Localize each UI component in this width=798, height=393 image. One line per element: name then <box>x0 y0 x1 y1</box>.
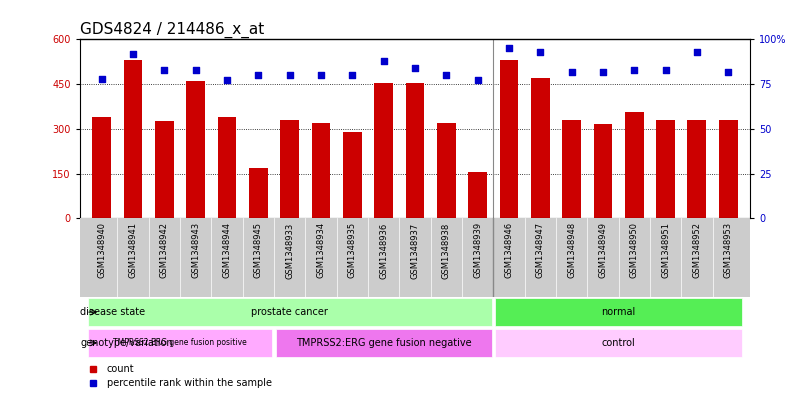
Bar <box>531 78 550 219</box>
Bar <box>186 81 205 219</box>
Text: GSM1348948: GSM1348948 <box>567 222 576 278</box>
Point <box>565 68 578 75</box>
Point <box>503 45 516 51</box>
Point <box>690 49 703 55</box>
Text: GSM1348947: GSM1348947 <box>535 222 545 278</box>
Text: control: control <box>602 338 635 348</box>
Bar <box>495 298 742 326</box>
Bar <box>594 124 612 219</box>
Bar <box>437 123 456 219</box>
Text: GSM1348942: GSM1348942 <box>160 222 169 278</box>
Point <box>95 75 108 82</box>
Point <box>346 72 358 78</box>
Bar <box>468 172 487 219</box>
Text: GSM1348939: GSM1348939 <box>473 222 482 278</box>
Bar <box>249 168 268 219</box>
Text: GDS4824 / 214486_x_at: GDS4824 / 214486_x_at <box>80 22 264 38</box>
Bar <box>88 298 492 326</box>
Text: GSM1348934: GSM1348934 <box>317 222 326 278</box>
Point <box>534 49 547 55</box>
Text: GSM1348950: GSM1348950 <box>630 222 638 278</box>
Bar <box>93 117 111 219</box>
Text: GSM1348937: GSM1348937 <box>410 222 420 279</box>
Text: GSM1348943: GSM1348943 <box>192 222 200 278</box>
Text: GSM1348946: GSM1348946 <box>504 222 513 278</box>
Text: disease state: disease state <box>81 307 145 317</box>
Point <box>659 66 672 73</box>
Point <box>597 68 610 75</box>
Text: GSM1348933: GSM1348933 <box>285 222 294 279</box>
Bar <box>374 83 393 219</box>
Point <box>628 66 641 73</box>
Point <box>283 72 296 78</box>
Text: GSM1348949: GSM1348949 <box>598 222 607 278</box>
Bar <box>719 120 737 219</box>
Bar <box>88 329 272 357</box>
Point <box>472 77 484 84</box>
Text: count: count <box>107 364 134 374</box>
Point <box>377 58 390 64</box>
Text: GSM1348945: GSM1348945 <box>254 222 263 278</box>
Text: GSM1348944: GSM1348944 <box>223 222 231 278</box>
Text: TMPRSS2:ERG gene fusion positive: TMPRSS2:ERG gene fusion positive <box>113 338 247 347</box>
Bar <box>124 60 143 219</box>
Point <box>722 68 735 75</box>
Bar <box>656 120 675 219</box>
Bar <box>218 117 236 219</box>
Text: GSM1348938: GSM1348938 <box>442 222 451 279</box>
Text: GSM1348935: GSM1348935 <box>348 222 357 278</box>
Point <box>158 66 171 73</box>
Text: GSM1348940: GSM1348940 <box>97 222 106 278</box>
Bar <box>500 60 519 219</box>
Point <box>409 65 421 71</box>
Bar <box>343 132 361 219</box>
Text: TMPRSS2:ERG gene fusion negative: TMPRSS2:ERG gene fusion negative <box>296 338 472 348</box>
Bar <box>495 329 742 357</box>
Text: percentile rank within the sample: percentile rank within the sample <box>107 378 271 388</box>
Text: GSM1348941: GSM1348941 <box>128 222 137 278</box>
Point <box>127 50 140 57</box>
Point <box>189 66 202 73</box>
Text: GSM1348952: GSM1348952 <box>693 222 701 278</box>
Text: GSM1348936: GSM1348936 <box>379 222 388 279</box>
Point <box>314 72 327 78</box>
Text: prostate cancer: prostate cancer <box>251 307 328 317</box>
Bar <box>275 329 492 357</box>
Bar <box>155 121 174 219</box>
Point <box>440 72 452 78</box>
Text: genotype/variation: genotype/variation <box>81 338 173 348</box>
Text: GSM1348951: GSM1348951 <box>661 222 670 278</box>
Bar <box>311 123 330 219</box>
Text: normal: normal <box>602 307 636 317</box>
Point <box>252 72 265 78</box>
Text: GSM1348953: GSM1348953 <box>724 222 733 278</box>
Bar <box>405 83 425 219</box>
Bar <box>280 120 299 219</box>
Point <box>220 77 233 84</box>
Bar <box>562 120 581 219</box>
Bar <box>625 112 644 219</box>
Bar <box>687 120 706 219</box>
